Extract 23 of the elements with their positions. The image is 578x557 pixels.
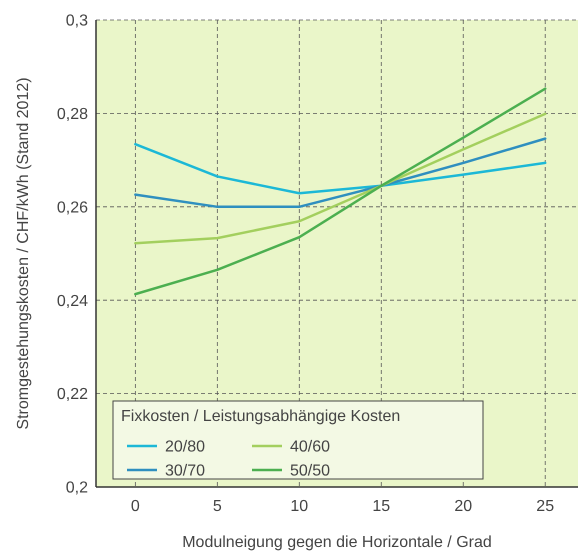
legend-label: 50/50	[290, 462, 330, 480]
y-tick-label: 0,2	[66, 480, 88, 497]
y-tick-label: 0,22	[56, 386, 88, 404]
y-tick-label: 0,26	[56, 199, 88, 216]
x-tick-label: 25	[536, 498, 554, 515]
y-tick-label: 0,3	[66, 12, 88, 30]
x-axis-title: Modulneigung gegen die Horizontale / Grad	[182, 534, 492, 551]
y-axis-title: Stromgestehungskosten / CHF/kWh (Stand 2012)	[15, 77, 32, 430]
legend-title: Fixkosten / Leistungsabhängige Kosten	[121, 408, 400, 425]
x-tick-label: 10	[290, 498, 308, 515]
y-tick-label: 0,24	[56, 292, 88, 310]
line-series	[134, 142, 546, 195]
x-tick-label: 0	[130, 498, 140, 515]
legend-label: 30/70	[165, 462, 206, 480]
x-tick-label: 5	[212, 498, 222, 515]
y-tick-label: 0,28	[56, 106, 88, 123]
line-series	[134, 112, 546, 244]
line-series	[134, 87, 546, 296]
x-tick-label: 20	[454, 498, 472, 515]
line-series	[134, 137, 546, 208]
legend-label: 20/80	[165, 438, 206, 456]
x-tick-label: 15	[372, 498, 390, 515]
legend-label: 40/60	[290, 438, 330, 456]
